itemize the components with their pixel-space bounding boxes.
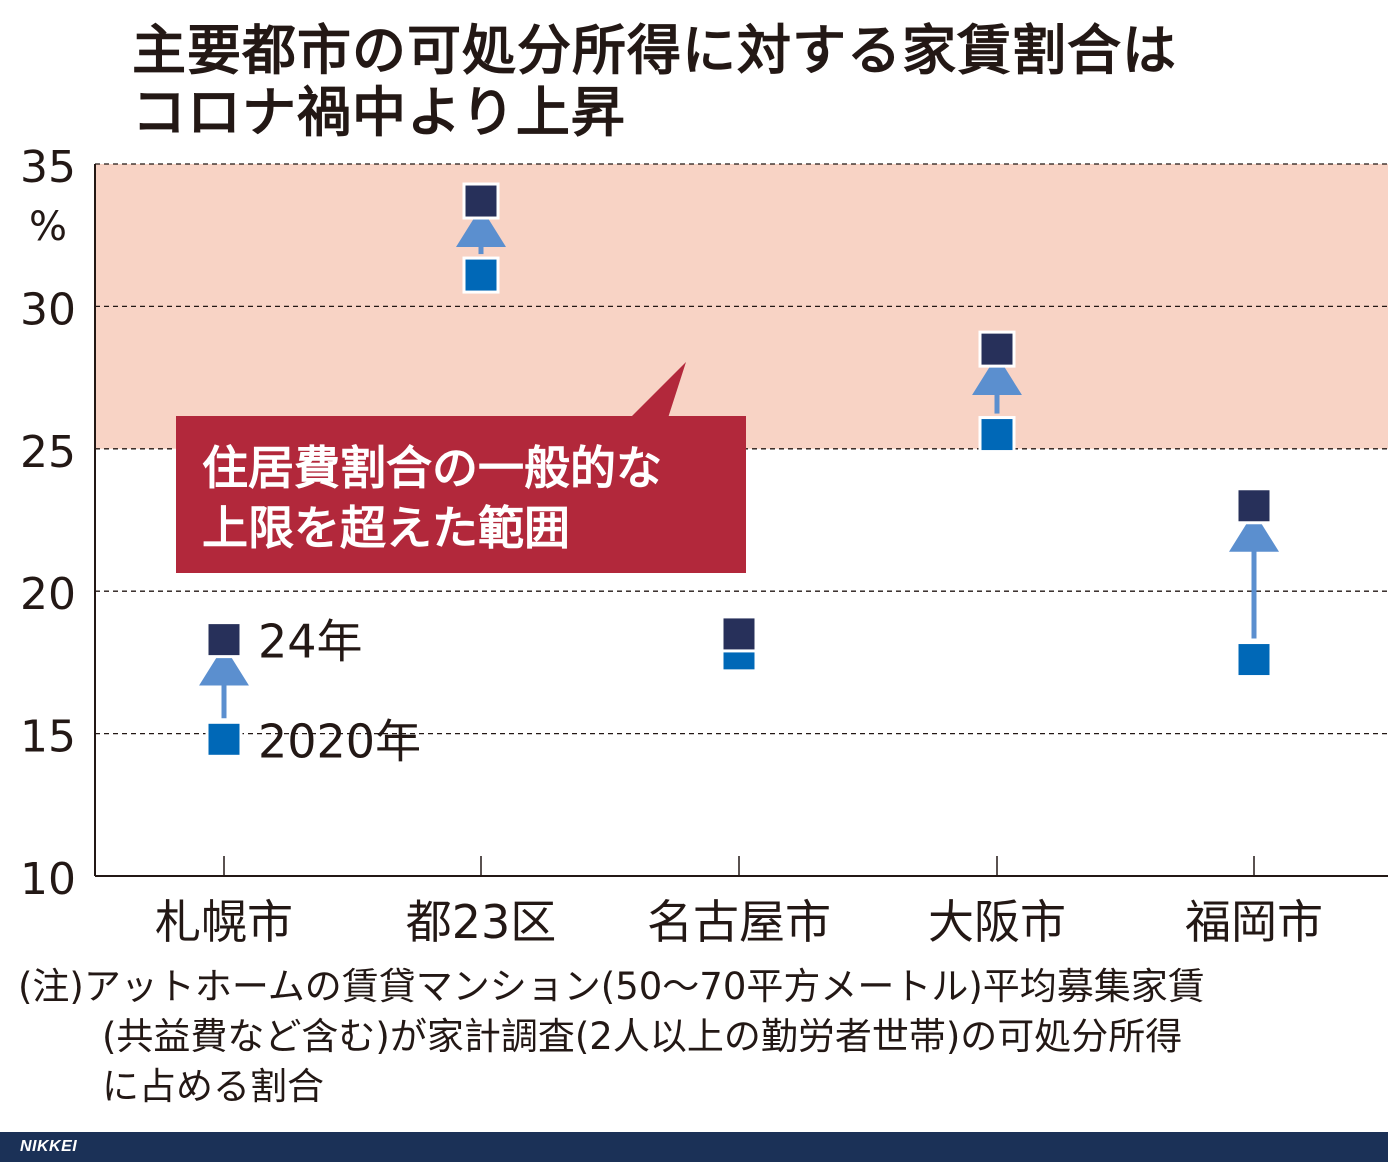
footer-bar: NIKKEI (0, 1132, 1388, 1162)
callout-text-line2: 上限を超えた範囲 (202, 501, 570, 555)
x-tick-label-0: 札幌市 (155, 895, 293, 949)
marker-24-0 (205, 621, 243, 659)
callout-box (176, 416, 746, 573)
chart-plot: 10 15 20 25 30 35% 札幌市 都23区 名古屋市 大阪市 福岡市 住居費割合の一般的… (20, 142, 1388, 949)
marker-2020-1 (462, 256, 500, 294)
legend-label-1: 2020年 (258, 714, 421, 768)
x-tick-label-3: 大阪市 (928, 895, 1066, 949)
marker-24-4 (1235, 487, 1273, 525)
marker-24-1 (462, 182, 500, 220)
footnote-line3: に占める割合 (102, 1065, 324, 1108)
y-tick-label-30: 30 (20, 284, 76, 335)
x-tick-label-1: 都23区 (406, 895, 557, 949)
y-axis-unit: % (29, 204, 67, 250)
footnote-line1: (注)アットホームの賃貸マンション(50〜70平方メートル)平均募集家賃 (18, 965, 1205, 1008)
chart-title: 主要都市の可処分所得に対する家賃割合は コロナ禍中より上昇 (132, 20, 1372, 144)
y-tick-label-20: 20 (20, 569, 76, 620)
shaded-range-band (95, 164, 1388, 449)
marker-24-3 (978, 330, 1016, 368)
chart-title-line1: 主要都市の可処分所得に対する家賃割合は (132, 19, 1177, 82)
y-tick-label-10: 10 (20, 854, 76, 905)
marker-2020-3 (978, 416, 1016, 454)
marker-2020-4 (1235, 641, 1273, 679)
footnote: (注)アットホームの賃貸マンション(50〜70平方メートル)平均募集家賃 (共益… (18, 962, 1380, 1112)
marker-24-2 (720, 615, 758, 653)
footnote-line2: (共益費など含む)が家計調査(2人以上の勤労者世帯)の可処分所得 (102, 1015, 1183, 1058)
x-tick-label-4: 福岡市 (1185, 895, 1323, 949)
marker-2020-0 (205, 720, 243, 758)
nikkei-logo: NIKKEI (20, 1138, 78, 1155)
x-tick-label-2: 名古屋市 (647, 895, 831, 949)
y-tick-label-15: 15 (20, 712, 76, 763)
callout-text-line1: 住居費割合の一般的な (202, 441, 662, 495)
y-tick-label-25: 25 (20, 427, 76, 478)
y-tick-label-35: 35 (20, 142, 76, 193)
legend-label-0: 24年 (258, 615, 363, 669)
callout-pointer (630, 362, 686, 418)
chart-title-line2: コロナ禍中より上昇 (132, 81, 626, 144)
